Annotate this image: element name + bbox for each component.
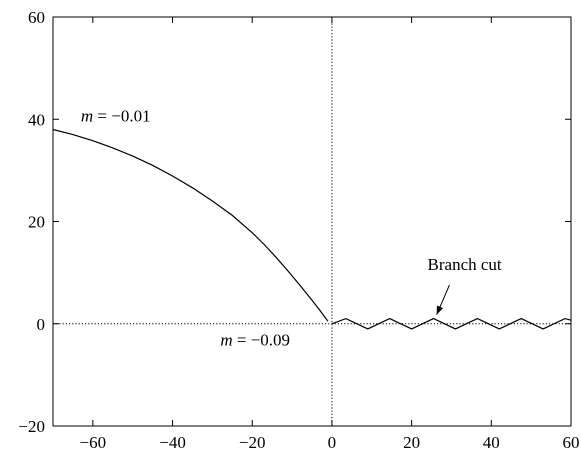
x-tick-label: 40 bbox=[483, 433, 500, 452]
curve-line bbox=[52, 128, 329, 322]
branch-cut-arrow-head bbox=[436, 305, 444, 315]
branch-cut-zigzag bbox=[331, 317, 572, 330]
x-tick-label: 60 bbox=[563, 433, 580, 452]
y-tick-label: 40 bbox=[28, 110, 45, 129]
y-tick-label: 20 bbox=[28, 213, 45, 232]
x-tick-label: −20 bbox=[239, 433, 266, 452]
plot-area bbox=[52, 16, 572, 427]
x-tick-label: −60 bbox=[80, 433, 107, 452]
y-tick-label: −20 bbox=[18, 417, 45, 436]
m-bottom-label: m = −0.09 bbox=[220, 331, 290, 350]
x-tick-label: −40 bbox=[159, 433, 186, 452]
branch-cut-label: Branch cut bbox=[428, 255, 502, 274]
y-tick-labels: −20 0 20 40 60 bbox=[18, 8, 45, 436]
x-tick-label: 0 bbox=[328, 433, 337, 452]
x-tick-label: 20 bbox=[403, 433, 420, 452]
y-tick-label: 60 bbox=[28, 8, 45, 27]
annotations: m = −0.01 m = −0.09 Branch cut bbox=[81, 106, 502, 349]
x-tick-labels: −60 −40 −20 0 20 40 60 bbox=[80, 433, 580, 452]
m-top-label: m = −0.01 bbox=[81, 106, 151, 125]
y-tick-label: 0 bbox=[37, 315, 46, 334]
axes-frame bbox=[52, 16, 572, 427]
